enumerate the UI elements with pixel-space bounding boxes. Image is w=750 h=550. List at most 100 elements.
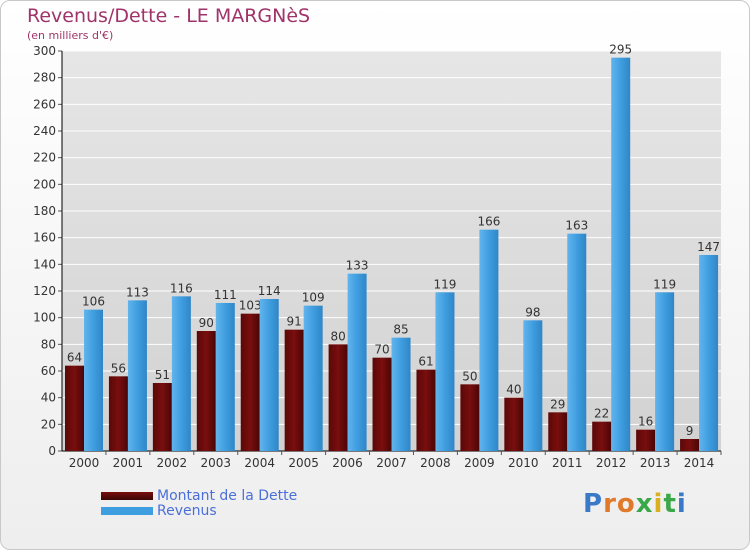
bar-dette bbox=[548, 412, 568, 451]
y-tick-label: 160 bbox=[33, 231, 56, 245]
x-tick-label: 2001 bbox=[113, 456, 144, 470]
data-label: 51 bbox=[155, 368, 170, 382]
data-label: 85 bbox=[393, 323, 408, 337]
data-label: 98 bbox=[525, 305, 540, 319]
bar-revenus bbox=[215, 303, 235, 451]
legend-label-revenus: Revenus bbox=[157, 502, 217, 519]
x-tick-label: 2014 bbox=[684, 456, 715, 470]
data-label: 90 bbox=[199, 316, 214, 330]
y-tick-label: 20 bbox=[41, 417, 56, 431]
logo-letter: i bbox=[653, 489, 664, 519]
data-label: 103 bbox=[239, 299, 262, 313]
bar-dette bbox=[328, 344, 348, 451]
x-tick-label: 2006 bbox=[332, 456, 363, 470]
logo-letter: P bbox=[583, 489, 604, 519]
chart-title: Revenus/Dette - LE MARGNèS bbox=[27, 5, 311, 27]
legend-item-revenus: Revenus bbox=[101, 502, 297, 519]
x-tick-label: 2008 bbox=[420, 456, 451, 470]
data-label: 80 bbox=[330, 329, 345, 343]
bar-dette bbox=[108, 376, 128, 451]
data-label: 116 bbox=[170, 281, 193, 295]
y-tick-label: 40 bbox=[41, 391, 56, 405]
chart-subtitle: (en milliers d'€) bbox=[27, 29, 114, 42]
bar-revenus bbox=[611, 57, 631, 452]
bar-revenus bbox=[259, 299, 279, 451]
data-label: 29 bbox=[550, 397, 565, 411]
x-tick-label: 2012 bbox=[596, 456, 627, 470]
x-tick-label: 2010 bbox=[508, 456, 539, 470]
data-label: 56 bbox=[111, 361, 126, 375]
x-tick-label: 2004 bbox=[244, 456, 275, 470]
data-label: 106 bbox=[82, 295, 105, 309]
legend: Montant de la Dette Revenus bbox=[101, 487, 298, 519]
bar-dette bbox=[504, 397, 524, 451]
bar-revenus bbox=[567, 233, 587, 451]
data-label: 119 bbox=[653, 277, 676, 291]
data-label: 91 bbox=[287, 315, 302, 329]
bar-revenus bbox=[523, 320, 543, 451]
y-tick-label: 200 bbox=[33, 177, 56, 191]
bar-revenus bbox=[655, 292, 675, 451]
data-label: 147 bbox=[697, 240, 720, 254]
bar-dette bbox=[65, 365, 84, 451]
logo-letter: r bbox=[603, 489, 617, 519]
bar-revenus bbox=[171, 296, 191, 451]
bar-revenus bbox=[391, 337, 411, 451]
bar-dette bbox=[372, 357, 392, 451]
data-label: 22 bbox=[594, 407, 609, 421]
x-tick-label: 2009 bbox=[464, 456, 495, 470]
data-label: 50 bbox=[462, 369, 477, 383]
x-tick-label: 2003 bbox=[200, 456, 231, 470]
legend-label-dette: Montant de la Dette bbox=[157, 487, 298, 504]
y-tick-label: 100 bbox=[33, 311, 56, 325]
bar-revenus bbox=[435, 292, 455, 451]
logo-letter: i bbox=[676, 489, 687, 519]
data-label: 70 bbox=[374, 343, 389, 357]
y-tick-label: 240 bbox=[33, 124, 56, 138]
y-tick-label: 260 bbox=[33, 97, 56, 111]
y-tick-label: 120 bbox=[33, 284, 56, 298]
legend-swatch-dette bbox=[101, 491, 153, 500]
logo-letter: x bbox=[635, 489, 654, 519]
data-label: 16 bbox=[638, 415, 653, 429]
bar-dette bbox=[240, 313, 260, 451]
x-tick-label: 2005 bbox=[288, 456, 319, 470]
data-label: 133 bbox=[346, 259, 369, 273]
y-tick-label: 0 bbox=[48, 444, 56, 458]
data-label: 166 bbox=[477, 215, 500, 229]
logo-letter: o bbox=[616, 489, 636, 519]
y-tick-label: 180 bbox=[33, 204, 56, 218]
bar-revenus bbox=[699, 255, 719, 451]
y-tick-label: 80 bbox=[41, 337, 56, 351]
logo-letter: t bbox=[663, 489, 677, 519]
bar-dette bbox=[284, 329, 304, 451]
data-label: 109 bbox=[302, 291, 325, 305]
bar-revenus bbox=[84, 309, 103, 451]
y-tick-label: 140 bbox=[33, 257, 56, 271]
bar-dette bbox=[416, 369, 436, 451]
bar-dette bbox=[592, 421, 612, 451]
data-label: 111 bbox=[214, 288, 237, 302]
bar-dette bbox=[196, 331, 216, 451]
bar-dette bbox=[460, 384, 480, 451]
bar-revenus bbox=[303, 305, 323, 451]
legend-swatch-revenus bbox=[101, 506, 153, 515]
bar-revenus bbox=[127, 300, 147, 451]
proxiti-logo: Proxiti bbox=[583, 489, 687, 519]
bar-dette bbox=[680, 439, 700, 451]
bar-revenus bbox=[479, 229, 499, 451]
x-tick-label: 2007 bbox=[376, 456, 407, 470]
bar-dette bbox=[152, 383, 172, 451]
legend-item-dette: Montant de la Dette bbox=[101, 487, 298, 504]
data-label: 119 bbox=[434, 277, 457, 291]
x-tick-label: 2000 bbox=[69, 456, 100, 470]
data-label: 9 bbox=[686, 424, 694, 438]
x-tick-label: 2002 bbox=[157, 456, 188, 470]
data-label: 163 bbox=[565, 219, 588, 233]
bar-revenus bbox=[347, 273, 367, 451]
data-label: 113 bbox=[126, 285, 149, 299]
data-label: 40 bbox=[506, 383, 521, 397]
y-tick-label: 280 bbox=[33, 71, 56, 85]
